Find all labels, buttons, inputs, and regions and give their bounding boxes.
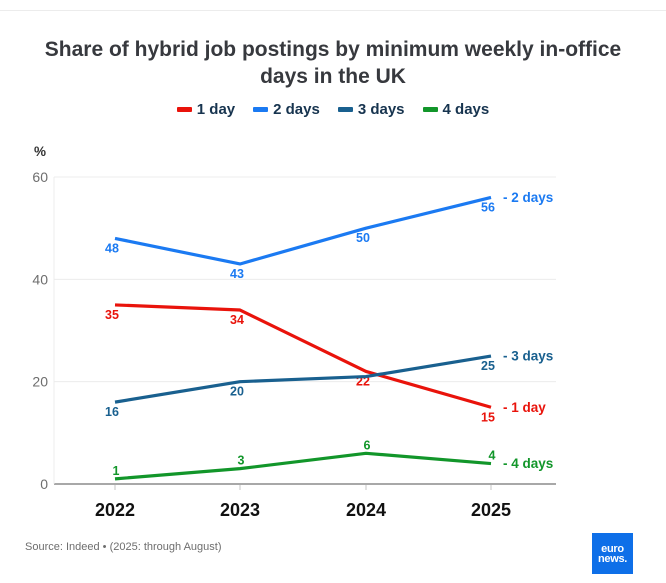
data-point-label: 35 [105, 308, 119, 322]
series-end-label-4-days: - 4 days [503, 456, 553, 471]
legend-label: 1 day [196, 101, 236, 118]
data-point-label: 34 [230, 313, 244, 327]
y-tick-label: 40 [32, 271, 48, 287]
chart-title: Share of hybrid job postings by minimum … [44, 38, 622, 89]
y-tick-label: 60 [32, 169, 48, 185]
legend-item-4-days: 4 days [422, 101, 490, 118]
x-tick-label: 2024 [346, 500, 386, 520]
series-end-label-3-days: - 3 days [503, 349, 553, 364]
series-end-label-1-day: - 1 day [503, 400, 546, 415]
data-point-label: 1 [113, 464, 120, 478]
x-tick-label: 2025 [471, 500, 511, 520]
data-point-label: 3 [238, 454, 245, 468]
series-line-2-days [114, 195, 492, 266]
legend-label: 4 days [442, 101, 490, 118]
data-point-label: 48 [105, 241, 119, 255]
logo-text-line2: news. [597, 552, 628, 565]
data-point-label: 50 [356, 231, 370, 245]
data-point-label: 20 [230, 385, 244, 399]
data-point-label: 25 [481, 359, 495, 373]
legend-swatch-2-days [253, 107, 269, 112]
y-tick-label: 20 [32, 374, 48, 390]
legend-item-2-days: 2 days [253, 101, 320, 118]
legend-swatch-4-days [422, 107, 438, 112]
euronews-logo[interactable]: euro news. [592, 533, 633, 574]
legend: 1 day 2 days 3 days 4 days [0, 101, 666, 118]
data-point-label: 4 [489, 449, 496, 463]
data-point-label: 43 [230, 267, 244, 281]
legend-label: 2 days [273, 101, 320, 118]
y-axis-unit-label: % [34, 144, 46, 159]
legend-swatch-1-day [176, 107, 192, 112]
y-tick-label: 0 [40, 476, 48, 492]
legend-label: 3 days [357, 101, 405, 118]
series-line-4-days [114, 451, 492, 481]
legend-swatch-3-days [337, 107, 353, 112]
source-note: Source: Indeed • (2025: through August) [25, 541, 222, 553]
data-point-label: 56 [481, 200, 495, 214]
series-line-3-days [114, 354, 492, 404]
x-tick-label: 2023 [220, 500, 260, 520]
logo-text-line1: euro [601, 542, 624, 555]
legend-item-3-days: 3 days [337, 101, 405, 118]
data-point-label: 16 [105, 405, 119, 419]
series-end-label-2-days: - 2 days [503, 190, 553, 205]
data-point-label: 6 [364, 438, 371, 452]
legend-item-1-day: 1 day [176, 101, 236, 118]
top-divider [0, 10, 666, 11]
data-point-label: 15 [481, 410, 495, 424]
series-line-1-day [114, 303, 492, 409]
x-tick-label: 2022 [95, 500, 135, 520]
